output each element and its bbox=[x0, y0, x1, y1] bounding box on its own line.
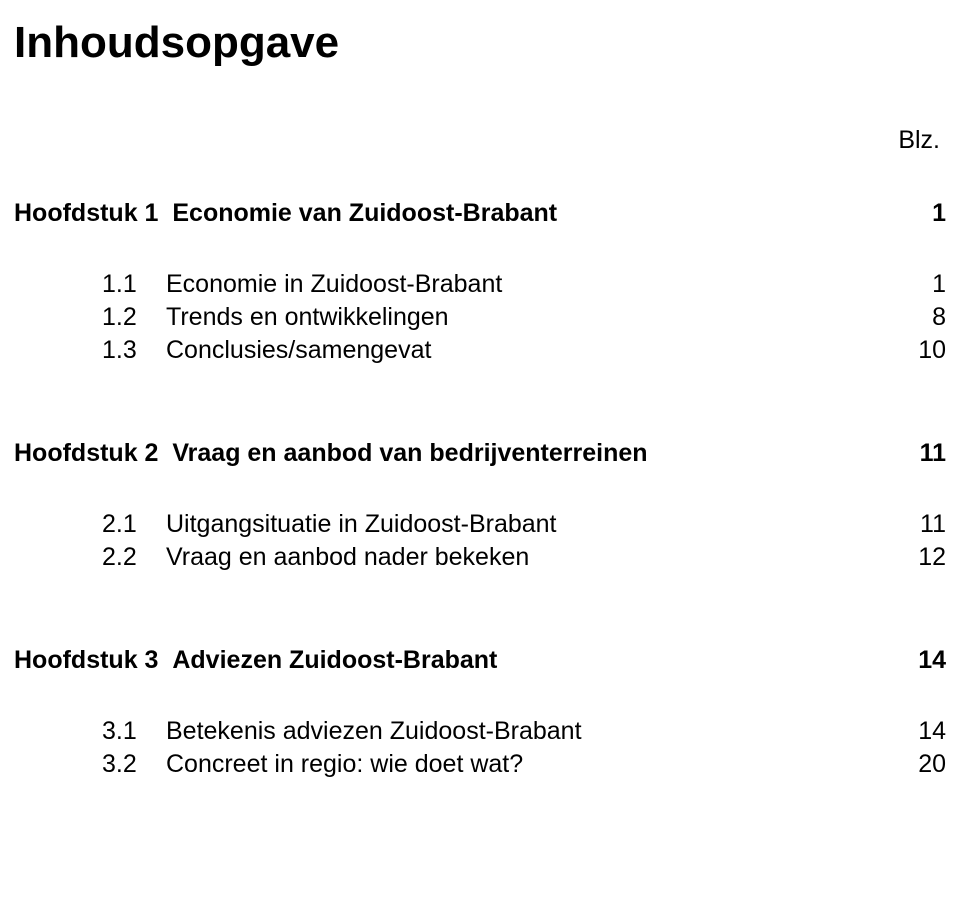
toc-sub-title: Concreet in regio: wie doet wat? bbox=[166, 750, 906, 779]
toc-sub: 2.2 Vraag en aanbod nader bekeken 12 bbox=[102, 543, 946, 572]
page-title: Inhoudsopgave bbox=[14, 18, 946, 68]
toc-sub: 1.2 Trends en ontwikkelingen 8 bbox=[102, 303, 946, 332]
toc-sub-title: Betekenis adviezen Zuidoost-Brabant bbox=[166, 717, 906, 746]
toc-sub-page: 10 bbox=[906, 336, 946, 365]
toc-sub-num: 3.1 bbox=[102, 717, 166, 746]
toc-sub-page: 11 bbox=[906, 510, 946, 539]
toc-sub-page: 20 bbox=[906, 750, 946, 779]
page-column-header: Blz. bbox=[14, 126, 946, 155]
toc-chapter-label: Hoofdstuk 3 bbox=[14, 646, 172, 675]
toc-sub-num: 2.1 bbox=[102, 510, 166, 539]
toc-sub-num: 3.2 bbox=[102, 750, 166, 779]
toc-chapter-page: 1 bbox=[906, 199, 946, 228]
toc-sub: 3.1 Betekenis adviezen Zuidoost-Brabant … bbox=[102, 717, 946, 746]
toc-sub-page: 12 bbox=[906, 543, 946, 572]
toc-chapter: Hoofdstuk 1 Economie van Zuidoost-Braban… bbox=[14, 199, 946, 228]
toc-sub-title: Economie in Zuidoost-Brabant bbox=[166, 270, 906, 299]
toc-chapter-title: Vraag en aanbod van bedrijventerreinen bbox=[172, 439, 906, 468]
toc-chapter-page: 11 bbox=[906, 439, 946, 468]
toc-chapter-label: Hoofdstuk 1 bbox=[14, 199, 172, 228]
toc-sub-num: 2.2 bbox=[102, 543, 166, 572]
toc-sub-num: 1.3 bbox=[102, 336, 166, 365]
toc-sub-num: 1.2 bbox=[102, 303, 166, 332]
toc-sub-title: Conclusies/samengevat bbox=[166, 336, 906, 365]
toc-page: Inhoudsopgave Blz. Hoofdstuk 1 Economie … bbox=[0, 0, 960, 911]
toc-sub: 1.1 Economie in Zuidoost-Brabant 1 bbox=[102, 270, 946, 299]
toc-sub-num: 1.1 bbox=[102, 270, 166, 299]
toc-sub: 1.3 Conclusies/samengevat 10 bbox=[102, 336, 946, 365]
toc-sub: 3.2 Concreet in regio: wie doet wat? 20 bbox=[102, 750, 946, 779]
toc-chapter: Hoofdstuk 3 Adviezen Zuidoost-Brabant 14 bbox=[14, 646, 946, 675]
toc-chapter-title: Economie van Zuidoost-Brabant bbox=[172, 199, 906, 228]
toc-sub-title: Uitgangsituatie in Zuidoost-Brabant bbox=[166, 510, 906, 539]
toc-sub-page: 14 bbox=[906, 717, 946, 746]
toc-sub-page: 1 bbox=[906, 270, 946, 299]
toc-sub: 2.1 Uitgangsituatie in Zuidoost-Brabant … bbox=[102, 510, 946, 539]
toc-chapter-label: Hoofdstuk 2 bbox=[14, 439, 172, 468]
toc-sub-title: Trends en ontwikkelingen bbox=[166, 303, 906, 332]
toc-sub-page: 8 bbox=[906, 303, 946, 332]
toc-chapter: Hoofdstuk 2 Vraag en aanbod van bedrijve… bbox=[14, 439, 946, 468]
toc-sub-title: Vraag en aanbod nader bekeken bbox=[166, 543, 906, 572]
toc-chapter-title: Adviezen Zuidoost-Brabant bbox=[172, 646, 906, 675]
toc-chapter-page: 14 bbox=[906, 646, 946, 675]
